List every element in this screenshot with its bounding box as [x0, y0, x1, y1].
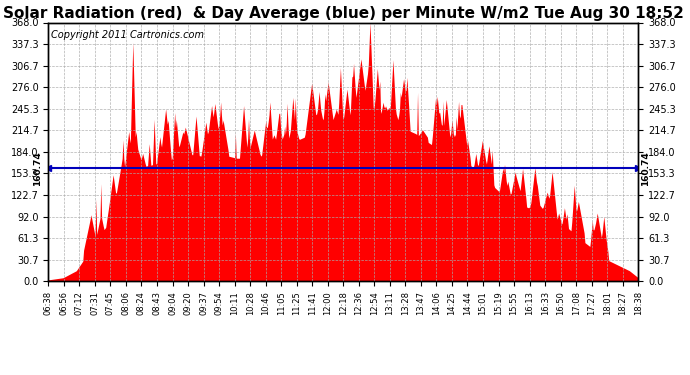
Text: 160.74: 160.74	[641, 151, 650, 186]
Text: Copyright 2011 Cartronics.com: Copyright 2011 Cartronics.com	[51, 30, 204, 40]
Title: Solar Radiation (red)  & Day Average (blue) per Minute W/m2 Tue Aug 30 18:52: Solar Radiation (red) & Day Average (blu…	[3, 6, 684, 21]
Text: 160.74: 160.74	[32, 151, 41, 186]
